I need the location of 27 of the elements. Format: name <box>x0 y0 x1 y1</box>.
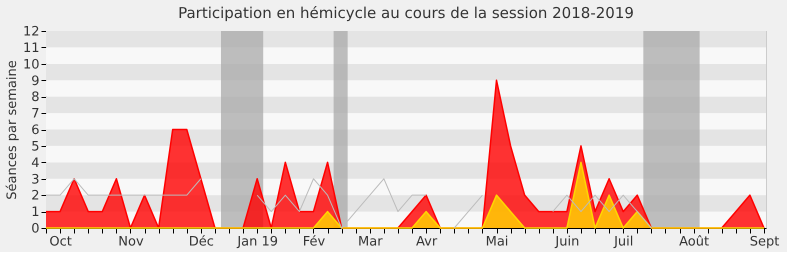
x-tick-label: Sept <box>750 234 780 250</box>
y-tick-label: 7 <box>31 106 40 122</box>
x-tick-label: Juin <box>554 234 580 250</box>
chart-title: Participation en hémicycle au cours de la session 2018-2019 <box>178 4 634 22</box>
x-tick-label: Fév <box>302 234 326 250</box>
x-tick-label: Août <box>679 234 710 250</box>
x-tick-label: Mar <box>358 234 384 250</box>
x-tick-label: Mai <box>486 234 508 250</box>
y-tick-label: 8 <box>31 90 40 106</box>
x-tick-label: Avr <box>416 234 438 250</box>
x-tick-label: Déc <box>188 234 214 250</box>
y-tick-label: 11 <box>22 40 40 56</box>
y-tick-label: 1 <box>31 205 40 220</box>
y-tick-label: 0 <box>31 222 40 236</box>
y-tick-label: 3 <box>31 172 40 188</box>
x-tick-label: Nov <box>118 234 144 250</box>
y-tick-label: 5 <box>31 139 40 154</box>
y-tick-label: 10 <box>22 57 40 72</box>
y-tick-label: 2 <box>31 188 40 204</box>
y-axis-title: Séances par semaine <box>4 60 20 200</box>
x-tick-label: Juil <box>613 234 634 250</box>
y-tick-label: 4 <box>31 156 40 171</box>
y-tick-label: 12 <box>22 24 40 40</box>
x-tick-label: Jan 19 <box>236 234 278 250</box>
x-tick-label: Oct <box>49 234 72 250</box>
y-tick-label: 9 <box>31 74 40 89</box>
y-tick-label: 6 <box>31 123 40 138</box>
